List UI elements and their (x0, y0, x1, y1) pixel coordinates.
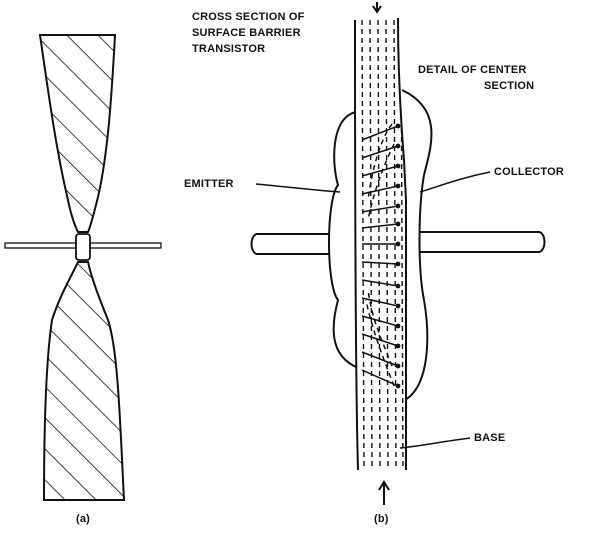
upper-wedge (38, 34, 117, 233)
bottom-arrow (378, 480, 390, 505)
title-label: CROSS SECTION OF SURFACE BARRIER TRANSIS… (192, 9, 305, 57)
top-arrow (372, 2, 382, 14)
base-leader (399, 437, 471, 449)
junction-element (75, 233, 91, 261)
title-line-1: CROSS SECTION OF (192, 11, 305, 23)
collector-electrode (401, 89, 433, 401)
collector-label: COLLECTOR (494, 166, 565, 178)
emitter-label: EMITTER (184, 178, 234, 190)
title-line-2: SURFACE BARRIER (192, 27, 301, 39)
lower-wedge (42, 261, 126, 501)
field-arrowheads (395, 123, 401, 389)
caption-a: (a) (76, 513, 91, 525)
emitter-leader (255, 183, 341, 193)
collector-leader (419, 171, 491, 193)
field-lines (361, 123, 399, 387)
detail-line-1: DETAIL OF CENTER (418, 64, 527, 76)
left-lead-wire (250, 233, 338, 255)
detail-label: DETAIL OF CENTER SECTION (418, 62, 534, 94)
base-label: BASE (474, 432, 506, 444)
caption-b: (b) (374, 513, 389, 525)
right-lead-wire (420, 231, 546, 253)
detail-line-2: SECTION (484, 80, 535, 92)
title-line-3: TRANSISTOR (192, 43, 266, 55)
hourglass-section (4, 34, 162, 501)
